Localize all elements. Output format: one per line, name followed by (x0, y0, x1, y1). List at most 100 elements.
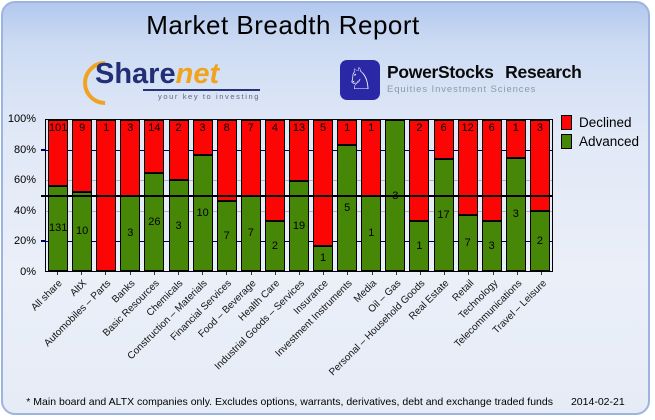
bar-value-advanced: 7 (247, 227, 254, 240)
x-axis-tick (250, 272, 252, 275)
bar-segment-declined: 12 (457, 120, 478, 216)
bar-segment-advanced: 7 (240, 195, 261, 271)
x-axis-tick (57, 272, 59, 275)
bar-value-declined: 5 (320, 122, 327, 134)
x-axis-label: All share (29, 278, 65, 314)
x-axis-tick (153, 272, 155, 275)
powerstocks-tagline: Equities Investment Sciences (387, 84, 537, 95)
bar-segment-advanced: 3 (120, 195, 141, 271)
x-axis-tick (444, 272, 446, 275)
bar-value-advanced: 3 (512, 208, 519, 221)
bar-value-declined: 12 (461, 122, 474, 134)
sharenet-tagline: your key to investing (158, 92, 260, 101)
bar-segment-declined: 5 (313, 120, 334, 246)
bar-all-share: 101 131 (46, 120, 70, 271)
y-axis-tick-label: 80% (13, 143, 36, 156)
x-axis-tick (395, 272, 397, 275)
legend-item-declined: Declined (561, 115, 639, 130)
stacked-bar: 12 7 (457, 120, 478, 271)
powerstocks-name: PowerStocks Research (387, 62, 582, 82)
bar-value-advanced: 17 (437, 209, 450, 222)
bar-value-advanced: 10 (76, 225, 89, 238)
bar-value-declined: 13 (292, 122, 306, 134)
bar-value-declined: 2 (416, 122, 423, 134)
bar-segment-declined: 6 (481, 120, 502, 221)
stacked-bar: 9 10 (72, 120, 93, 271)
reference-line-50pct (41, 194, 552, 197)
bar-value-declined: 3 (199, 122, 206, 134)
bar-segment-advanced: 26 (144, 172, 165, 271)
y-tick-80pct (41, 149, 46, 152)
bar-segment-advanced: 3 (481, 220, 502, 271)
bar-segment-advanced: 1 (409, 220, 430, 271)
stacked-bar: 6 17 (433, 120, 454, 271)
powerstocks-logo: ♘ PowerStocks Research Equities Investme… (340, 60, 582, 100)
bar-industrial-goods-services: 13 19 (287, 120, 311, 271)
bar-segment-advanced: 131 (48, 185, 69, 271)
bar-value-advanced: 3 (488, 239, 495, 252)
bar-value-advanced: 1 (416, 239, 423, 252)
y-axis-tick-label: 20% (13, 235, 36, 248)
bar-value-advanced: 131 (49, 222, 68, 235)
x-axis-tick (347, 272, 349, 275)
bar-construction-materials: 3 10 (191, 120, 215, 271)
knight-chess-icon: ♘ (340, 60, 380, 100)
bar-segment-declined: 3 (529, 120, 550, 211)
stacked-bar: 14 26 (144, 120, 165, 271)
bar-oil-gas: 3 (383, 120, 407, 271)
bar-segment-advanced: 7 (457, 215, 478, 271)
bar-value-advanced: 7 (223, 229, 230, 242)
bar-segment-advanced: 19 (288, 181, 309, 271)
bar-value-declined: 7 (247, 122, 254, 134)
footer-date: 2014-02-21 (570, 396, 625, 408)
bar-value-declined: 101 (49, 122, 68, 134)
bar-segment-advanced: 1 (313, 245, 334, 271)
bar-segment-advanced: 5 (337, 145, 358, 271)
y-tick-20pct (41, 239, 46, 242)
bar-retail: 12 7 (456, 120, 480, 271)
bar-segment-advanced: 17 (433, 159, 454, 271)
chart-legend: Declined Advanced (561, 115, 639, 153)
bar-segment-advanced: 7 (216, 200, 237, 271)
sharenet-wordmark-net: net (175, 58, 220, 90)
bar-value-advanced: 10 (196, 206, 209, 219)
bar-segment-declined: 2 (409, 120, 430, 221)
footer-note: * Main board and ALTX companies only. Ex… (26, 396, 553, 408)
bar-value-advanced: 1 (368, 227, 375, 240)
bar-value-advanced: 7 (464, 237, 471, 250)
footer: * Main board and ALTX companies only. Ex… (3, 396, 648, 408)
bar-segment-advanced: 3 (168, 180, 189, 271)
bar-value-declined: 1 (368, 122, 375, 134)
bar-segment-advanced: 3 (385, 120, 406, 271)
bar-value-declined: 3 (536, 122, 543, 134)
bar-value-advanced: 1 (320, 252, 327, 265)
bar-segment-declined: 3 (192, 120, 213, 155)
legend-item-advanced: Advanced (561, 134, 639, 149)
bar-segment-declined: 14 (144, 120, 165, 173)
stacked-bar: 101 131 (48, 120, 69, 271)
y-axis-tick-label: 60% (13, 174, 36, 187)
page-title: Market Breadth Report (146, 10, 420, 40)
bar-value-declined: 6 (488, 122, 495, 134)
sharenet-logo: Sharenet your key to investing (73, 51, 260, 115)
x-axis-tick (274, 272, 276, 275)
bar-value-advanced: 19 (292, 220, 306, 233)
legend-label: Advanced (579, 134, 640, 149)
y-axis-tick-label: 40% (13, 204, 36, 217)
x-axis-tick (202, 272, 204, 275)
x-axis-tick (129, 272, 131, 275)
